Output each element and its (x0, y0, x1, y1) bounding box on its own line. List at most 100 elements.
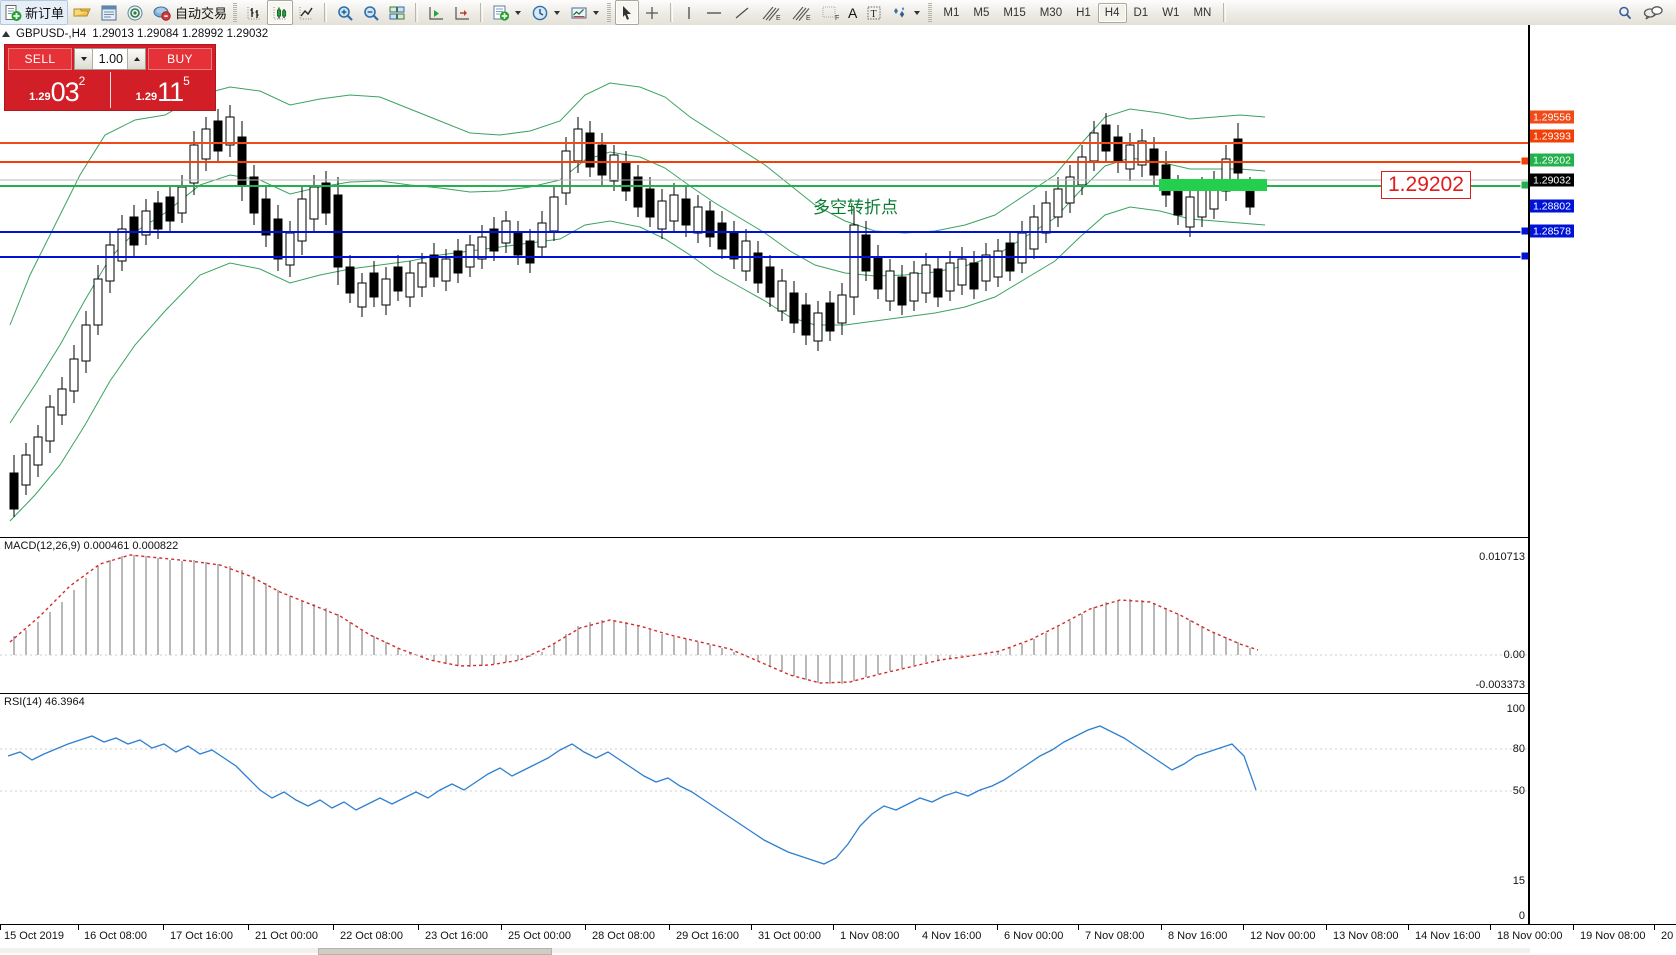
tile-windows-icon (388, 4, 406, 22)
time-separator (333, 925, 334, 930)
trendline-button[interactable] (728, 0, 756, 25)
folder-button[interactable] (68, 0, 96, 25)
macd-scale-zero: 0.00 (1503, 649, 1525, 661)
macd-histogram (13, 555, 1251, 684)
sell-price[interactable]: 1.29 03 2 (8, 72, 107, 108)
pivot-line-129202[interactable] (0, 185, 1529, 187)
support-line-128578[interactable] (0, 256, 1529, 258)
search-button[interactable] (1612, 0, 1638, 25)
timeframe-d1[interactable]: D1 (1133, 6, 1149, 19)
one-click-trading-panel: SELL 1.00 BUY 1.29 03 2 1.29 11 (4, 44, 216, 111)
time-separator (248, 925, 249, 930)
support-line-128802[interactable] (0, 231, 1529, 233)
navigator-button[interactable] (122, 0, 148, 25)
time-label: 1 Nov 08:00 (840, 930, 900, 942)
time-separator (669, 925, 670, 930)
timeframe-h1[interactable]: H1 (1076, 6, 1091, 19)
timeframe-mn[interactable]: MN (1193, 6, 1212, 19)
resistance-line-129393[interactable] (0, 161, 1529, 163)
candlestick-chart-button[interactable] (267, 0, 294, 25)
chevron-down-icon-2[interactable] (554, 10, 561, 15)
chart-ohlc-values: 1.29013 1.29084 1.28992 1.29032 (92, 28, 269, 40)
chart-scrollbar[interactable] (0, 948, 1530, 955)
line-chart-button[interactable] (293, 0, 319, 25)
period-button[interactable] (527, 0, 566, 25)
auto-trading-label: 自动交易 (175, 6, 228, 21)
volume-stepper[interactable]: 1.00 (74, 48, 146, 70)
text-label-button[interactable]: F (816, 0, 844, 25)
shapes-button[interactable] (887, 0, 926, 25)
price-tag-current[interactable]: 1.29032 (1530, 173, 1574, 187)
buy-price[interactable]: 1.29 11 5 (114, 72, 213, 108)
chart-shift-button[interactable] (449, 0, 475, 25)
toolbar-grip[interactable] (233, 3, 238, 22)
time-separator (1326, 925, 1327, 930)
rsi-pane[interactable]: RSI(14) 46.3964 100 80 50 15 0 (0, 693, 1529, 926)
timeframe-w1[interactable]: W1 (1162, 6, 1180, 19)
volume-input[interactable]: 1.00 (93, 49, 127, 69)
chevron-down-icon-4[interactable] (914, 10, 921, 15)
chart-scrollbar-thumb[interactable] (318, 948, 552, 955)
chevron-down-icon-3[interactable] (593, 10, 600, 15)
text-button[interactable]: A (844, 0, 861, 25)
bar-chart-icon (245, 4, 263, 22)
rsi-svg (0, 725, 1529, 865)
chart-symbol-header: GBPUSD-,H4 1.29013 1.29084 1.28992 1.290… (2, 28, 268, 40)
collapse-icon[interactable] (2, 31, 10, 37)
price-axis-line (1528, 25, 1529, 925)
price-chart-svg (0, 82, 1529, 522)
tile-windows-button[interactable] (384, 0, 410, 25)
bar-chart-button[interactable] (241, 0, 267, 25)
crosshair-button[interactable] (639, 0, 665, 25)
timeframe-m30[interactable]: M30 (1039, 6, 1063, 19)
volume-dropdown-icon[interactable] (75, 49, 93, 69)
text-box-button[interactable]: T (861, 0, 887, 25)
toolbar-grip-2[interactable] (607, 3, 612, 22)
trendline-icon (732, 4, 752, 22)
vertical-line-button[interactable] (678, 0, 700, 25)
time-label: 13 Nov 08:00 (1333, 930, 1399, 942)
price-chart-pane[interactable]: 1.29202 多空转折点 (0, 25, 1530, 537)
cursor-button[interactable] (615, 0, 640, 25)
new-order-button[interactable]: 新订单 (0, 0, 69, 25)
price-tag-128802[interactable]: 1.28802 (1530, 199, 1574, 213)
time-label: 19 Nov 08:00 (1580, 930, 1646, 942)
turning-point-annotation[interactable]: 多空转折点 (813, 198, 898, 217)
fibonacci-button[interactable]: E (786, 0, 816, 25)
price-tag-129202[interactable]: 1.29202 (1530, 153, 1574, 167)
time-separator (418, 925, 419, 930)
toolbar-grip-3[interactable] (928, 3, 933, 22)
timeframe-m15[interactable]: M15 (1003, 6, 1026, 19)
buy-button[interactable]: BUY (148, 48, 212, 70)
add-indicator-button[interactable] (488, 0, 527, 25)
rsi-scale-50: 50 (1512, 785, 1525, 797)
macd-pane[interactable]: MACD(12,26,9) 0.000461 0.000822 (0, 537, 1529, 694)
price-tag-129393[interactable]: 1.29393 (1530, 129, 1574, 143)
timeframe-h4[interactable]: H4 (1097, 2, 1127, 23)
price-callout[interactable]: 1.29202 (1381, 171, 1471, 199)
buy-price-sup: 5 (183, 74, 190, 88)
candlestick-series (9, 105, 1255, 517)
timeframe-m1[interactable]: M1 (943, 6, 960, 19)
folder-icon (72, 4, 92, 22)
text-box-icon: T (865, 4, 883, 22)
chat-button[interactable] (1638, 0, 1668, 25)
price-tag-129556[interactable]: 1.29556 (1530, 110, 1574, 124)
chevron-down-icon[interactable] (515, 10, 522, 15)
toolbar-separator-2 (415, 3, 419, 22)
auto-scroll-button[interactable] (423, 0, 449, 25)
templates-button[interactable] (566, 0, 605, 25)
zoom-out-button[interactable] (358, 0, 384, 25)
data-window-button[interactable] (96, 0, 122, 25)
price-tag-128578[interactable]: 1.28578 (1530, 224, 1574, 238)
timeframe-m5[interactable]: M5 (973, 6, 990, 19)
zoom-in-button[interactable] (332, 0, 358, 25)
equidistant-channel-button[interactable]: E (756, 0, 786, 25)
horizontal-line-button[interactable] (700, 0, 728, 25)
sell-button[interactable]: SELL (8, 48, 72, 70)
expert-advisor-button[interactable]: 自动交易 (148, 0, 231, 25)
resistance-line-129556[interactable] (0, 142, 1529, 144)
time-label: 31 Oct 00:00 (758, 930, 821, 942)
volume-increase-icon[interactable] (127, 49, 145, 69)
macd-svg (0, 554, 1529, 684)
